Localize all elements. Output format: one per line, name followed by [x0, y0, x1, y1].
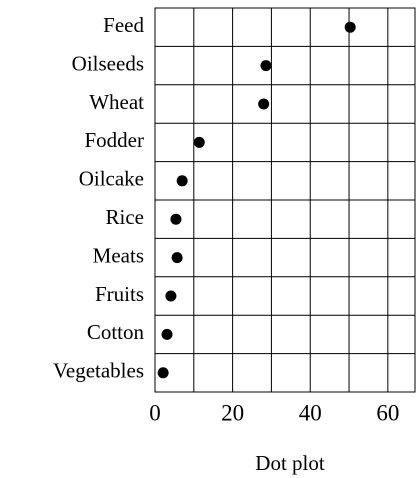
dot: [161, 328, 173, 340]
x-tick-label: 60: [376, 400, 399, 425]
x-axis-label: Dot plot: [255, 451, 325, 475]
dot: [258, 98, 270, 110]
y-tick-label: Cotton: [87, 320, 145, 344]
x-tick-label: 20: [221, 400, 244, 425]
y-tick-label: Wheat: [89, 90, 144, 114]
x-tick-label: 0: [149, 400, 161, 425]
x-tick-label: 40: [299, 400, 322, 425]
y-tick-label: Fodder: [85, 128, 145, 152]
y-tick-label: Fruits: [95, 282, 144, 306]
dot: [176, 175, 188, 187]
dot: [157, 367, 169, 379]
y-tick-label: Feed: [103, 13, 144, 37]
y-tick-label: Vegetables: [53, 359, 144, 383]
y-tick-label: Oilseeds: [72, 51, 144, 75]
y-tick-label: Rice: [106, 205, 144, 229]
y-tick-label: Oilcake: [79, 167, 144, 191]
dot: [344, 21, 356, 33]
dot: [171, 252, 183, 264]
dot: [165, 290, 177, 302]
dot: [260, 60, 272, 72]
dot: [193, 136, 205, 148]
dot: [170, 213, 182, 225]
y-tick-label: Meats: [93, 243, 144, 267]
